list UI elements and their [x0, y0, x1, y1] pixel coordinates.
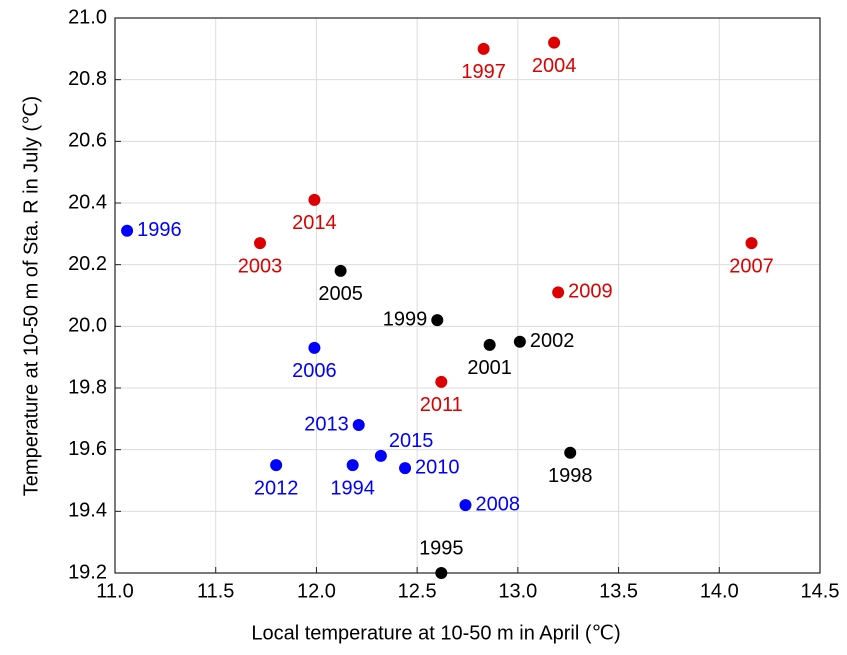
point — [564, 446, 577, 459]
point — [745, 237, 758, 250]
x-tick-label: 13.5 — [599, 580, 638, 602]
point — [270, 459, 283, 472]
y-tick-label: 20.8 — [68, 68, 107, 90]
point — [459, 499, 472, 512]
point — [548, 36, 561, 49]
point-label: 2003 — [238, 255, 283, 277]
point — [334, 264, 347, 277]
point — [352, 419, 365, 431]
y-tick-label: 20.0 — [68, 315, 107, 337]
point-label: 1997 — [461, 61, 506, 83]
point — [435, 567, 448, 579]
y-tick-label: 20.6 — [68, 130, 107, 152]
y-axis-label: Temperature at 10-50 m of Sta. R in July… — [20, 96, 42, 496]
point-label: 1996 — [137, 219, 182, 241]
y-tick-label: 21.0 — [68, 6, 107, 28]
point-label: 1998 — [548, 465, 593, 487]
y-tick-label: 19.4 — [68, 500, 107, 522]
point-label: 2013 — [304, 413, 349, 435]
x-tick-label: 12.0 — [297, 580, 336, 602]
point — [483, 338, 496, 351]
point-label: 2008 — [475, 493, 520, 515]
point-label: 2014 — [292, 212, 337, 234]
x-tick-label: 12.5 — [398, 580, 437, 602]
point — [374, 449, 387, 462]
point — [552, 286, 565, 299]
point — [431, 314, 444, 327]
point-label: 2015 — [389, 430, 434, 452]
point-label: 2010 — [415, 456, 460, 478]
point — [254, 237, 267, 250]
plot-frame — [114, 17, 821, 574]
y-tick-label: 19.6 — [68, 438, 107, 460]
point — [346, 459, 359, 472]
point — [308, 341, 321, 354]
x-tick-label: 14.5 — [801, 580, 840, 602]
point — [435, 375, 448, 388]
x-tick-label: 13.0 — [498, 580, 537, 602]
point — [308, 193, 321, 206]
point-label: 2002 — [530, 330, 575, 352]
point-label: 1995 — [419, 537, 464, 559]
y-tick-label: 19.8 — [68, 376, 107, 398]
x-axis-label: Local temperature at 10-50 m in April (℃… — [251, 622, 620, 644]
point-label: 1999 — [383, 308, 428, 330]
point-label: 2009 — [568, 281, 613, 303]
point-label: 2006 — [292, 360, 337, 382]
point-label: 2012 — [254, 477, 299, 499]
x-tick-label: 14.0 — [700, 580, 739, 602]
y-tick-label: 20.2 — [68, 253, 107, 275]
point-label: 2004 — [532, 55, 577, 77]
point-label: 1994 — [330, 477, 375, 499]
point-label: 2011 — [420, 394, 463, 416]
y-tick-label: 19.2 — [68, 561, 107, 583]
point — [513, 335, 526, 348]
x-tick-label: 11.0 — [96, 580, 133, 602]
x-tick-label: 11.5 — [197, 580, 234, 602]
point-label: 2005 — [318, 283, 363, 305]
y-tick-label: 20.4 — [68, 191, 107, 213]
point-label: 2007 — [729, 255, 774, 277]
point — [399, 462, 412, 475]
point — [477, 42, 490, 55]
point-label: 2001 — [467, 357, 512, 379]
point — [121, 224, 134, 237]
